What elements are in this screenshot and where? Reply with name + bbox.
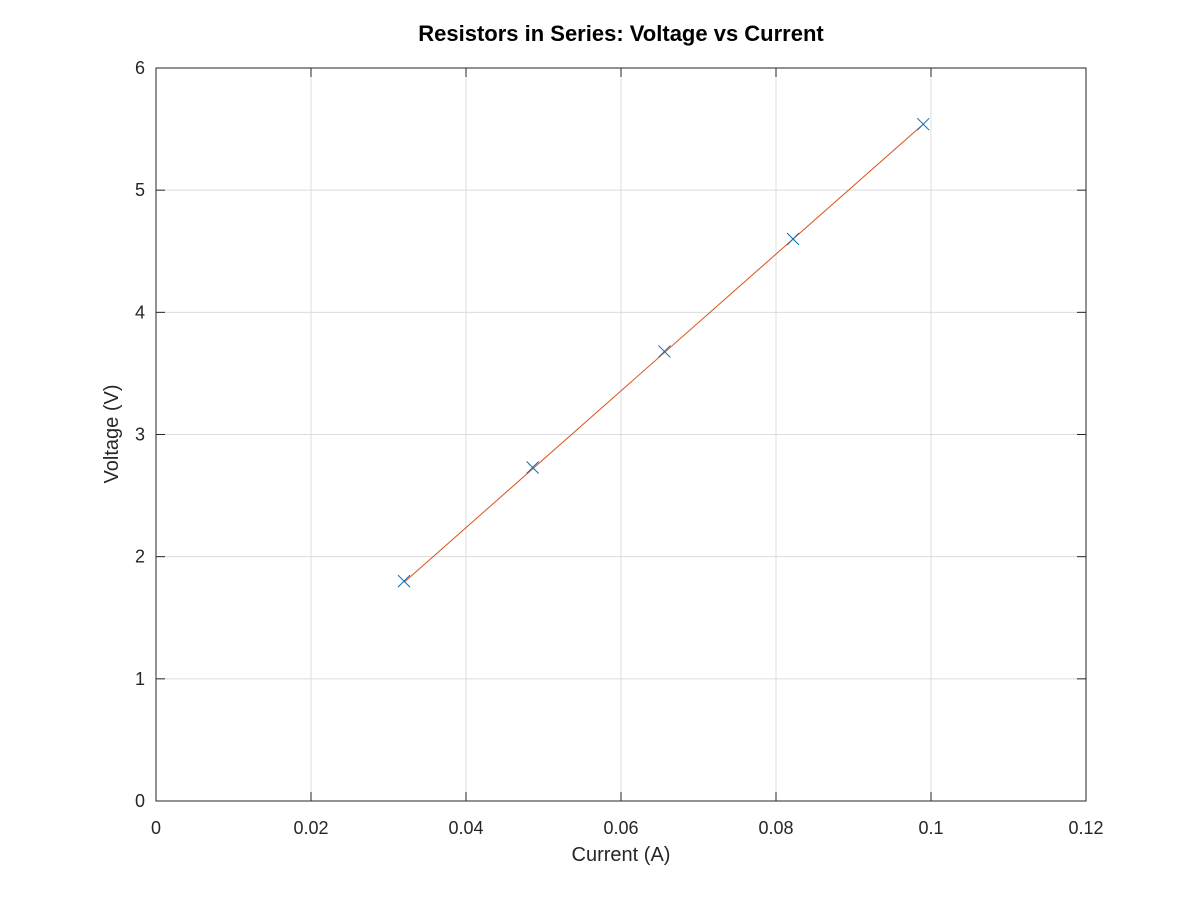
marker-stroke [526, 461, 540, 474]
x-tick-label: 0.04 [448, 818, 483, 838]
y-tick-label: 4 [135, 302, 145, 322]
x-tick-label: 0.06 [603, 818, 638, 838]
y-tick-label: 3 [135, 425, 145, 445]
x-axis-label: Current (A) [572, 844, 671, 866]
y-axis-label: Voltage (V) [101, 385, 123, 484]
data-point-marker [397, 574, 411, 588]
data-point-marker [658, 345, 671, 358]
y-tick-label: 1 [135, 669, 145, 689]
data-point-marker [786, 232, 800, 246]
marker-stroke [658, 345, 671, 358]
data-point-marker [916, 117, 930, 131]
data-point-marker [526, 461, 540, 474]
x-tick-label: 0.02 [293, 818, 328, 838]
chart-title: Resistors in Series: Voltage vs Current [418, 21, 824, 46]
x-tick-label: 0 [151, 818, 161, 838]
x-tick-label: 0.12 [1068, 818, 1103, 838]
x-tick-label: 0.08 [758, 818, 793, 838]
plot-area [397, 117, 930, 588]
ticks: 0 0.02 0.04 0.06 0.08 0.1 0.12 0 1 2 3 4 5 6 [135, 58, 1104, 838]
fit-line [403, 123, 924, 583]
marker-stroke [397, 574, 411, 588]
y-tick-label: 2 [135, 547, 145, 567]
marker-stroke [916, 117, 930, 131]
y-tick-label: 6 [135, 58, 145, 78]
y-tick-label: 0 [135, 791, 145, 811]
y-tick-label: 5 [135, 180, 145, 200]
x-tick-label: 0.1 [918, 818, 943, 838]
grid [156, 68, 1086, 801]
marker-stroke [786, 232, 800, 246]
